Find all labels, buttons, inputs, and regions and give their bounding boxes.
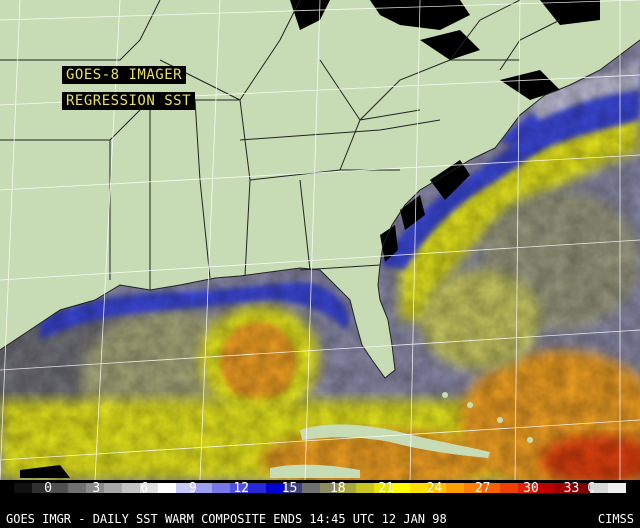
color-bar-swatch: [338, 483, 356, 493]
color-bar-tick-label: 12: [233, 481, 250, 496]
island: [467, 402, 473, 408]
color-bar-swatch: [410, 483, 428, 493]
color-bar-tick-label: 6: [140, 481, 149, 496]
color-bar-swatch: [428, 483, 446, 493]
color-bar-swatch: [572, 483, 590, 493]
color-bar-swatch: [320, 483, 338, 493]
color-bar-swatch: [356, 483, 374, 493]
color-bar-swatch: [176, 483, 194, 493]
color-bar-swatch: [158, 483, 176, 493]
color-bar-swatch: [392, 483, 410, 493]
color-bar-tick-label: 21: [378, 481, 394, 496]
color-bar-swatch: [122, 483, 140, 493]
color-bar-swatch: [536, 483, 554, 493]
color-bar-swatch: [86, 483, 104, 493]
state-borders: [0, 0, 561, 290]
footer-credit: CIMSS: [597, 512, 634, 526]
color-bar-tick-label: 3: [92, 481, 101, 496]
coastline: [0, 39, 640, 379]
cuba: [300, 424, 490, 458]
color-bar-swatch: [608, 483, 626, 493]
color-bar-swatch: [50, 483, 68, 493]
footer: GOES IMGR - DAILY SST WARM COMPOSITE END…: [0, 510, 640, 528]
color-bar-swatch: [230, 483, 248, 493]
island: [442, 392, 448, 398]
color-bar-swatch: [140, 483, 158, 493]
title-line-1: GOES-8 IMAGER: [62, 66, 187, 84]
color-bar-swatch: [500, 483, 518, 493]
color-bar-tick-label: 18: [329, 481, 346, 496]
footer-caption: GOES IMGR - DAILY SST WARM COMPOSITE END…: [6, 512, 447, 526]
color-bar-swatch: [590, 483, 608, 493]
color-bar-swatch: [68, 483, 86, 493]
color-bar-swatch: [284, 483, 302, 493]
color-bar-tick-label: 15: [281, 481, 298, 496]
color-bar-swatch: [374, 483, 392, 493]
island: [497, 417, 503, 423]
color-bar-swatch: [266, 483, 284, 493]
island: [527, 437, 533, 443]
color-bar-swatch: [482, 483, 500, 493]
color-bar-tick-label: 9: [188, 481, 197, 496]
title-line-2: REGRESSION SST: [62, 92, 196, 110]
color-bar: 0 3 6 9 12 15 18 21 24 27 30 33 C: [0, 480, 640, 510]
color-bar-swatch: [14, 483, 32, 493]
color-bar-strip: [14, 483, 626, 493]
color-bar-tick-label: 30: [523, 481, 539, 496]
color-bar-swatch: [446, 483, 464, 493]
color-bar-swatch: [464, 483, 482, 493]
color-bar-swatch: [302, 483, 320, 493]
color-bar-swatch: [554, 483, 572, 493]
color-bar-swatch: [32, 483, 50, 493]
color-bar-tick-label: 24: [426, 481, 443, 496]
lat-lon-grid: [0, 0, 640, 480]
yucatan: [270, 464, 360, 478]
color-bar-tick-label: 33 C: [563, 481, 595, 496]
color-bar-swatch: [518, 483, 536, 493]
color-bar-tick-label: 27: [474, 481, 491, 496]
color-bar-swatch: [194, 483, 212, 493]
color-bar-tick-label: 0: [44, 481, 52, 496]
color-bar-ticks: 0 3 6 9 12 15 18 21 24 27 30 33 C: [0, 480, 640, 510]
sst-map: [0, 0, 640, 480]
color-bar-swatch: [212, 483, 230, 493]
color-bar-swatch: [104, 483, 122, 493]
color-bar-swatch: [248, 483, 266, 493]
